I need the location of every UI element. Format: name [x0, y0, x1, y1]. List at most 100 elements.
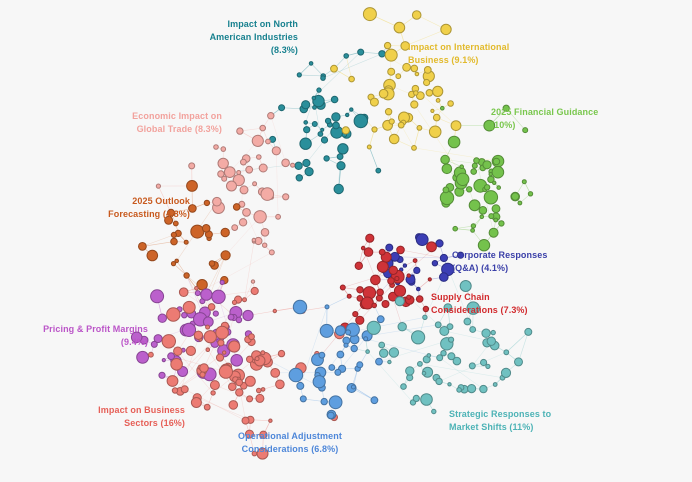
- graph-node[interactable]: [387, 67, 396, 76]
- graph-node[interactable]: [393, 21, 406, 34]
- graph-node[interactable]: [335, 325, 346, 337]
- graph-node[interactable]: [459, 164, 465, 169]
- graph-node[interactable]: [182, 300, 196, 314]
- graph-node[interactable]: [328, 395, 343, 410]
- graph-node[interactable]: [435, 377, 443, 386]
- graph-node[interactable]: [199, 363, 209, 373]
- graph-node[interactable]: [426, 241, 437, 253]
- graph-node[interactable]: [299, 137, 312, 150]
- graph-node[interactable]: [473, 157, 480, 164]
- graph-node[interactable]: [439, 272, 449, 282]
- graph-node[interactable]: [483, 190, 499, 205]
- graph-node[interactable]: [316, 87, 322, 93]
- graph-node[interactable]: [343, 342, 349, 348]
- graph-node[interactable]: [181, 312, 188, 319]
- graph-node[interactable]: [415, 233, 429, 247]
- graph-node[interactable]: [227, 313, 235, 321]
- graph-node[interactable]: [397, 121, 405, 129]
- graph-node[interactable]: [427, 277, 432, 282]
- graph-node[interactable]: [272, 308, 277, 314]
- graph-node[interactable]: [443, 303, 453, 313]
- graph-node[interactable]: [185, 345, 196, 356]
- graph-node[interactable]: [524, 327, 533, 336]
- graph-node[interactable]: [232, 203, 241, 211]
- graph-node[interactable]: [360, 245, 366, 251]
- graph-node[interactable]: [452, 356, 462, 366]
- graph-node[interactable]: [422, 305, 430, 313]
- graph-node[interactable]: [242, 297, 247, 303]
- graph-node[interactable]: [384, 108, 393, 116]
- graph-node[interactable]: [194, 286, 199, 291]
- graph-node[interactable]: [428, 125, 442, 139]
- graph-node[interactable]: [343, 53, 350, 59]
- graph-node[interactable]: [468, 362, 476, 370]
- graph-node[interactable]: [397, 322, 407, 332]
- graph-node[interactable]: [155, 183, 161, 189]
- graph-node[interactable]: [161, 334, 177, 349]
- graph-node[interactable]: [248, 333, 255, 341]
- graph-node[interactable]: [220, 146, 227, 152]
- graph-node[interactable]: [490, 329, 496, 336]
- graph-node[interactable]: [170, 231, 177, 238]
- graph-node[interactable]: [483, 119, 496, 132]
- graph-node[interactable]: [311, 121, 318, 127]
- graph-node[interactable]: [514, 357, 523, 367]
- graph-node[interactable]: [365, 349, 370, 354]
- graph-node[interactable]: [400, 41, 411, 51]
- graph-node[interactable]: [375, 357, 383, 366]
- graph-node[interactable]: [450, 120, 462, 131]
- graph-node[interactable]: [164, 215, 174, 225]
- graph-node[interactable]: [441, 163, 453, 175]
- graph-node[interactable]: [336, 161, 346, 171]
- graph-node[interactable]: [256, 447, 269, 460]
- graph-node[interactable]: [186, 180, 198, 192]
- graph-node[interactable]: [235, 316, 243, 324]
- graph-node[interactable]: [395, 73, 402, 80]
- graph-node[interactable]: [250, 286, 259, 296]
- graph-node[interactable]: [146, 249, 159, 262]
- graph-node[interactable]: [231, 299, 238, 305]
- graph-node[interactable]: [394, 296, 405, 307]
- graph-node[interactable]: [492, 157, 501, 166]
- graph-node[interactable]: [387, 359, 392, 365]
- graph-node[interactable]: [440, 105, 445, 111]
- graph-node[interactable]: [415, 295, 424, 303]
- graph-node[interactable]: [387, 277, 395, 285]
- graph-node[interactable]: [456, 387, 462, 393]
- graph-node[interactable]: [336, 153, 344, 161]
- graph-node[interactable]: [356, 286, 364, 294]
- graph-node[interactable]: [173, 346, 183, 356]
- graph-node[interactable]: [439, 253, 448, 263]
- graph-node[interactable]: [341, 126, 350, 135]
- graph-node[interactable]: [421, 370, 427, 376]
- graph-node[interactable]: [339, 284, 346, 291]
- graph-node[interactable]: [320, 127, 325, 132]
- graph-node[interactable]: [210, 390, 216, 396]
- graph-node[interactable]: [220, 227, 230, 238]
- graph-node[interactable]: [432, 85, 444, 98]
- graph-node[interactable]: [150, 340, 158, 348]
- graph-node[interactable]: [245, 165, 254, 174]
- graph-node[interactable]: [271, 146, 281, 156]
- graph-node[interactable]: [502, 104, 510, 112]
- graph-node[interactable]: [336, 350, 345, 359]
- graph-node[interactable]: [412, 258, 418, 264]
- graph-node[interactable]: [363, 336, 369, 342]
- graph-node[interactable]: [388, 133, 400, 145]
- graph-node[interactable]: [412, 394, 420, 402]
- graph-node[interactable]: [378, 88, 389, 99]
- graph-node[interactable]: [485, 363, 491, 369]
- graph-node[interactable]: [236, 170, 242, 175]
- graph-node[interactable]: [413, 266, 421, 274]
- graph-node[interactable]: [228, 340, 241, 353]
- graph-node[interactable]: [388, 118, 395, 125]
- graph-node[interactable]: [240, 158, 247, 166]
- graph-node[interactable]: [196, 279, 208, 291]
- graph-node[interactable]: [166, 307, 181, 322]
- graph-node[interactable]: [238, 218, 248, 227]
- graph-node[interactable]: [242, 309, 254, 322]
- graph-node[interactable]: [299, 395, 307, 403]
- graph-node[interactable]: [511, 192, 520, 201]
- graph-node[interactable]: [521, 179, 527, 185]
- graph-node[interactable]: [411, 10, 422, 20]
